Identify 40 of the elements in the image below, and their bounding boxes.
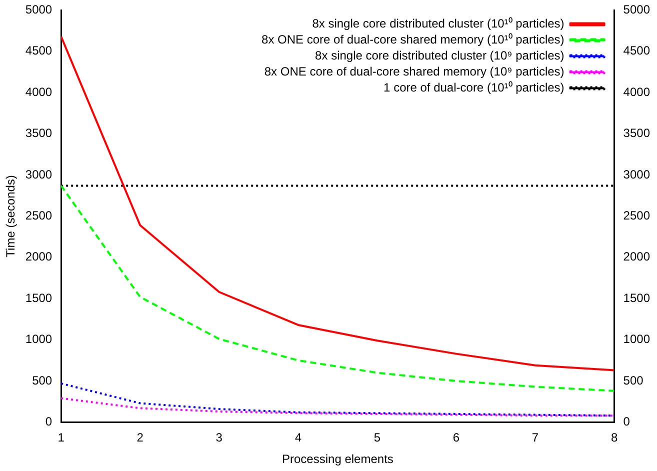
x-tick-label: 7 xyxy=(532,430,539,445)
y-tick-label: 2000 xyxy=(25,250,52,264)
y2-tick-label: 1500 xyxy=(623,290,650,305)
x-tick-label: 1 xyxy=(58,430,65,445)
y-tick-label: 1500 xyxy=(25,290,52,305)
y2-tick-label: 1000 xyxy=(623,332,650,346)
legend-label: 8x ONE core of dual-core shared memory (10¹⁰ particles) xyxy=(262,32,564,47)
y-tick-label: 1000 xyxy=(25,332,52,346)
legend-label: 1 core of dual-core (10¹⁰ particles) xyxy=(384,80,564,95)
y2-tick-label: 2000 xyxy=(623,250,650,264)
x-tick-label: 2 xyxy=(136,430,144,445)
y-tick-label: 2500 xyxy=(25,208,52,223)
y2-tick-label: 0 xyxy=(623,414,630,429)
y-tick-label: 4500 xyxy=(25,44,52,58)
line-series xyxy=(61,397,614,417)
y2-tick-label: 4000 xyxy=(623,84,650,99)
line-series xyxy=(61,184,614,392)
x-axis-title: Processing elements xyxy=(282,452,394,466)
y2-tick-label: 3000 xyxy=(623,167,650,182)
legend-label: 8x single core distributed cluster (10⁹ particles) xyxy=(315,48,564,63)
y-tick-label: 4000 xyxy=(25,84,52,99)
legend-label: 8x single core distributed cluster (10¹⁰ particles) xyxy=(312,16,564,31)
y2-tick-label: 500 xyxy=(623,373,644,388)
line-series xyxy=(61,382,614,417)
x-tick-label: 3 xyxy=(216,430,223,445)
y2-tick-label: 3500 xyxy=(623,126,650,140)
x-tick-label: 8 xyxy=(610,430,618,445)
y-tick-label: 500 xyxy=(32,373,52,388)
x-tick-label: 4 xyxy=(294,430,302,445)
y-tick-label: 5000 xyxy=(25,2,52,17)
y-axis-title: Time (seconds) xyxy=(4,175,18,258)
y-tick-label: 3000 xyxy=(25,167,52,182)
y2-tick-label: 2500 xyxy=(623,208,650,223)
x-tick-label: 5 xyxy=(374,430,381,445)
x-tick-label: 6 xyxy=(452,430,460,445)
y-tick-label: 0 xyxy=(45,414,52,429)
legend-label: 8x ONE core of dual-core shared memory (10⁹ particles) xyxy=(264,64,564,79)
y-tick-label: 3500 xyxy=(25,126,52,140)
y2-tick-label: 4500 xyxy=(623,44,650,58)
y2-tick-label: 5000 xyxy=(623,2,650,17)
